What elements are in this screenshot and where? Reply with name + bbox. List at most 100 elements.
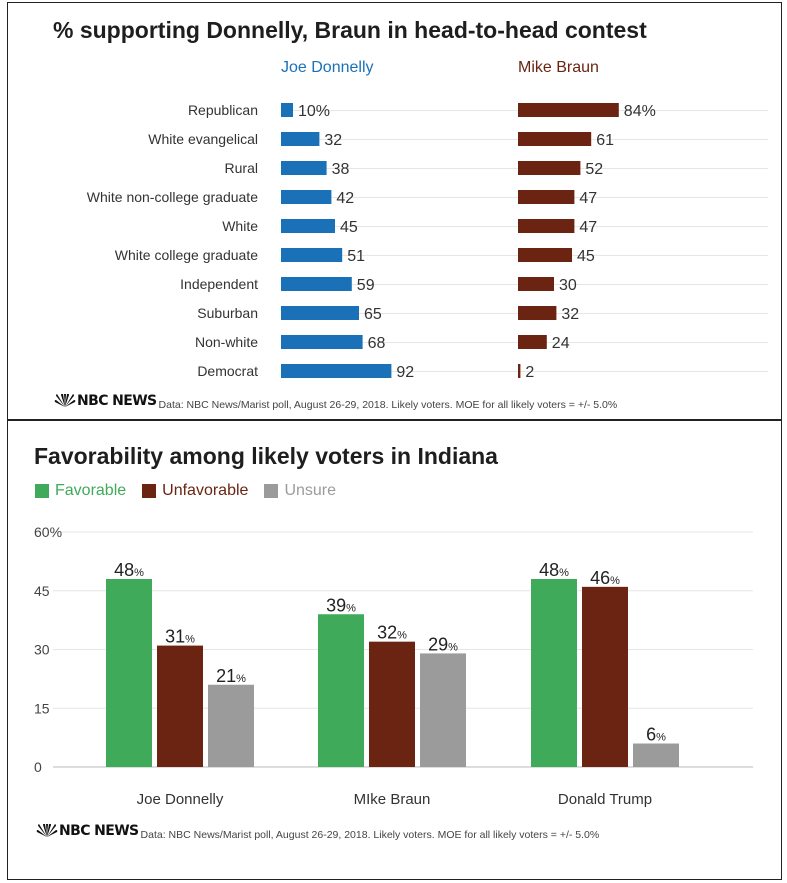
category-label: Rural xyxy=(225,160,258,176)
bar-favorable xyxy=(106,579,152,767)
head-to-head-title: % supporting Donnelly, Braun in head-to-… xyxy=(53,17,647,43)
bar-favorable xyxy=(318,614,364,767)
data-label: 59 xyxy=(357,277,375,294)
legend-item-favorable: Favorable xyxy=(35,482,126,500)
bar-donnelly xyxy=(281,277,352,291)
bar-donnelly xyxy=(281,364,392,378)
data-label: 2 xyxy=(525,364,534,381)
data-label: 39% xyxy=(326,595,356,615)
nbc-news-logo: NBC NEWS xyxy=(54,393,157,409)
nbc-news-logo: NBC NEWS xyxy=(36,823,139,839)
data-label: 65 xyxy=(364,306,382,323)
favorability-footer: NBC NEWS Data: NBC News/Marist poll, Aug… xyxy=(36,823,599,841)
bar-braun xyxy=(518,103,619,117)
favorability-chart: 60% 45 30 15 0 48% 31% 21% Joe Donnelly 39% 32% 29%… xyxy=(34,524,753,808)
data-label: 51 xyxy=(347,248,365,265)
y-tick-label: 15 xyxy=(34,700,50,716)
bar-unfavorable xyxy=(369,641,415,767)
peacock-icon xyxy=(54,394,76,407)
bar-braun xyxy=(518,190,575,204)
head-to-head-chart: Joe Donnelly Mike Braun Republican 10% 84% Wh… xyxy=(87,59,768,381)
bar-donnelly xyxy=(281,190,332,204)
bar-braun xyxy=(518,277,554,291)
bar-braun xyxy=(518,306,557,320)
favorability-source: Data: NBC News/Marist poll, August 26-29… xyxy=(140,829,600,841)
bar-braun xyxy=(518,132,592,146)
x-category-label: Joe Donnelly xyxy=(137,791,224,808)
bar-donnelly xyxy=(281,161,327,175)
head-to-head-panel: % supporting Donnelly, Braun in head-to-… xyxy=(7,2,782,420)
bar-donnelly xyxy=(281,248,343,262)
data-label: 45 xyxy=(577,248,595,265)
data-label: 52 xyxy=(585,161,603,178)
head-to-head-footer: NBC NEWS Data: NBC News/Marist poll, Aug… xyxy=(54,393,617,411)
data-label: 32% xyxy=(377,623,407,643)
data-label: 6% xyxy=(646,725,666,745)
category-label: Suburban xyxy=(197,305,258,321)
bar-unfavorable xyxy=(582,586,628,767)
data-label: 32 xyxy=(561,306,579,323)
data-label: 84% xyxy=(624,103,656,120)
bar-braun xyxy=(518,219,575,233)
bar-donnelly xyxy=(281,306,359,320)
y-tick-label: 0 xyxy=(34,759,42,775)
legend-swatch-unfavorable xyxy=(142,484,157,498)
bar-braun xyxy=(518,161,581,175)
nbc-news-logo-text: NBC NEWS xyxy=(77,393,157,409)
bar-donnelly xyxy=(281,335,363,349)
legend-item-unsure: Unsure xyxy=(264,482,336,500)
data-label: 68 xyxy=(368,335,386,352)
legend-label-favorable: Favorable xyxy=(55,482,127,499)
data-label: 47 xyxy=(579,219,597,236)
category-label: White non-college graduate xyxy=(87,189,258,205)
category-label: Republican xyxy=(188,102,258,118)
legend-swatch-favorable xyxy=(35,484,49,498)
y-tick-label: 60% xyxy=(34,524,62,540)
x-category-label: Donald Trump xyxy=(558,791,652,808)
y-tick-label: 45 xyxy=(34,583,50,599)
bar-unsure xyxy=(633,743,679,767)
data-label: 24 xyxy=(552,335,570,352)
series-header-0: Joe Donnelly xyxy=(281,59,374,76)
bar-braun xyxy=(518,248,572,262)
y-tick-label: 30 xyxy=(34,642,50,658)
data-label: 61 xyxy=(596,132,614,149)
x-category-label: MIke Braun xyxy=(354,791,431,808)
category-label: Independent xyxy=(180,276,258,292)
peacock-icon xyxy=(36,824,58,837)
bar-donnelly xyxy=(281,103,293,117)
data-label: 21% xyxy=(216,666,246,686)
head-to-head-source: Data: NBC News/Marist poll, August 26-29… xyxy=(158,399,618,411)
favorability-legend: Favorable Unfavorable Unsure xyxy=(35,482,336,500)
data-label: 32 xyxy=(324,132,342,149)
category-label: White college graduate xyxy=(115,247,258,263)
category-label: Non-white xyxy=(195,334,258,350)
category-label: Democrat xyxy=(197,363,258,379)
legend-label-unfavorable: Unfavorable xyxy=(162,482,249,499)
data-label: 46% xyxy=(590,568,620,588)
data-label: 45 xyxy=(340,219,358,236)
bar-favorable xyxy=(531,579,577,767)
legend-label-unsure: Unsure xyxy=(284,482,337,499)
data-label: 47 xyxy=(579,190,597,207)
series-header-1: Mike Braun xyxy=(518,59,599,76)
bar-donnelly xyxy=(281,132,320,146)
nbc-news-logo-text: NBC NEWS xyxy=(59,823,139,839)
bar-braun xyxy=(518,335,547,349)
data-label: 42 xyxy=(336,190,354,207)
data-label: 48% xyxy=(539,560,569,580)
data-label: 29% xyxy=(428,634,458,654)
data-label: 31% xyxy=(165,627,195,647)
category-label: White evangelical xyxy=(148,131,258,147)
bar-braun xyxy=(518,364,521,378)
bar-donnelly xyxy=(281,219,335,233)
data-label: 48% xyxy=(114,560,144,580)
bar-unsure xyxy=(208,684,254,767)
data-label: 38 xyxy=(332,161,350,178)
bar-unsure xyxy=(420,653,466,767)
favorability-title: Favorability among likely voters in Indi… xyxy=(34,443,498,469)
bar-unfavorable xyxy=(157,645,203,767)
category-label: White xyxy=(222,218,258,234)
data-label: 92 xyxy=(396,364,414,381)
legend-swatch-unsure xyxy=(264,484,279,498)
